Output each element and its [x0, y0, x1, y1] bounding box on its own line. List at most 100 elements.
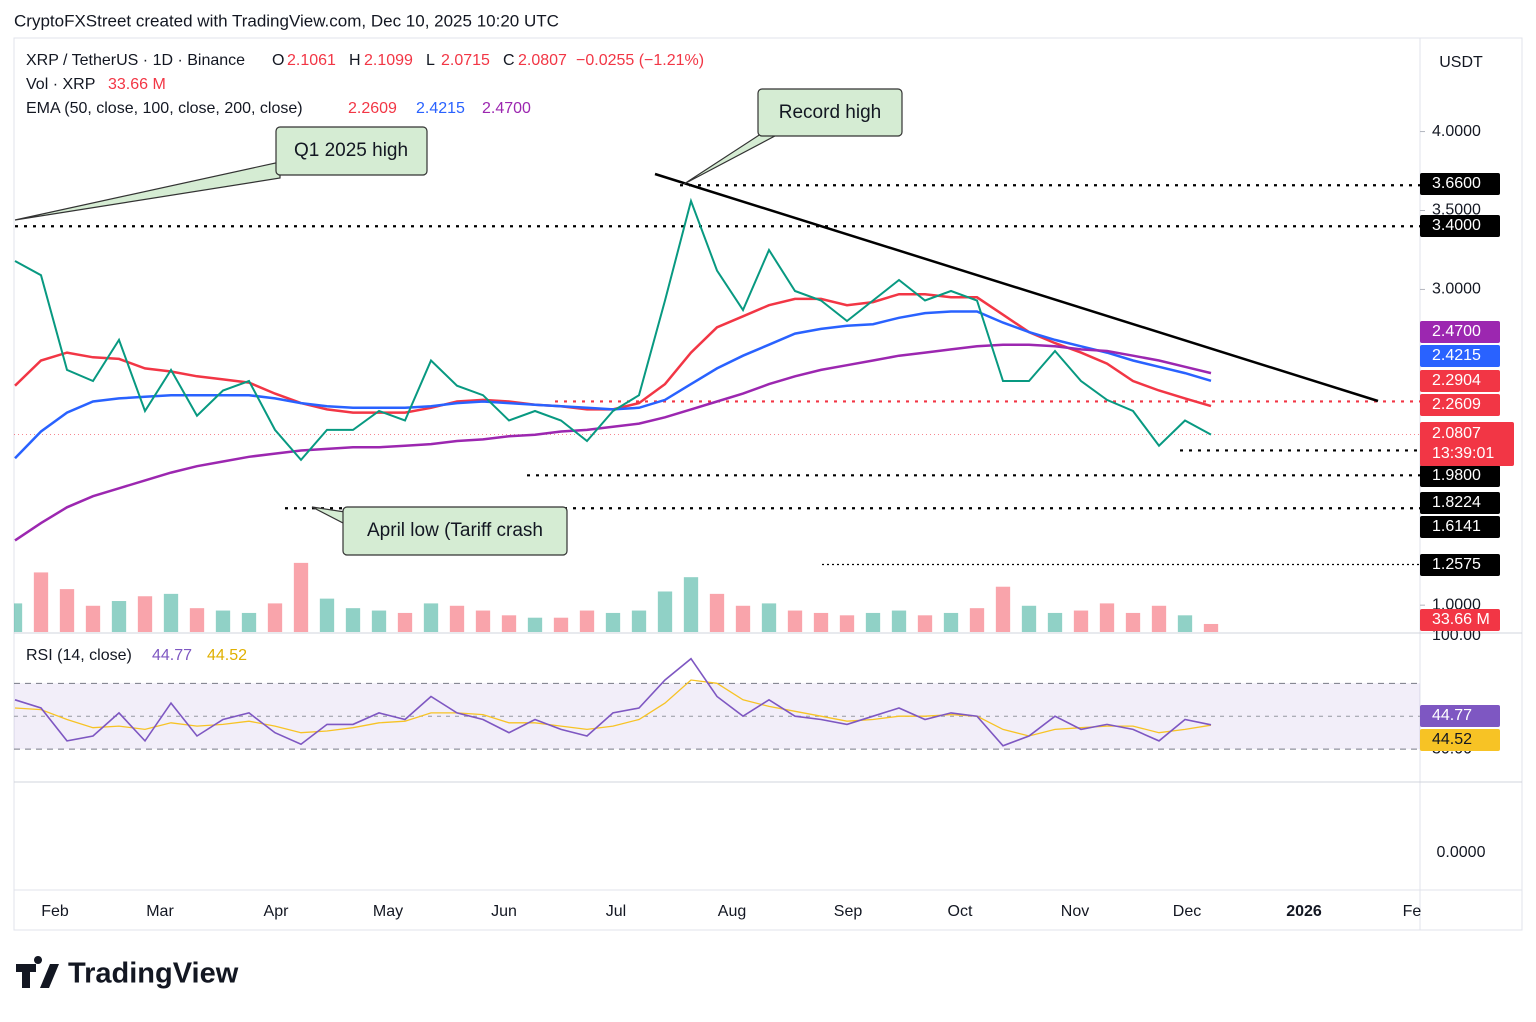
callout-record-high: Record high	[683, 88, 903, 185]
rsi-ma-badge: 44.52	[1432, 731, 1472, 748]
brand-logo: TradingView	[16, 956, 239, 990]
volume-bar	[1099, 603, 1115, 632]
credit: CryptoFXStreet created with TradingView.…	[14, 11, 559, 30]
brand: TradingView	[68, 958, 239, 990]
volume-bar	[553, 617, 569, 632]
frame	[13, 37, 1523, 931]
volume-bar	[839, 615, 855, 632]
ohlc-key: L	[426, 52, 435, 69]
volume-bar	[111, 601, 127, 632]
ema-badge-bg	[1420, 394, 1500, 416]
change: −0.0255 (−1.21%)	[576, 52, 704, 69]
level-badge: 1.8224	[1432, 494, 1481, 511]
price-line	[14, 197, 1212, 462]
ohlc-value: 2.1061	[287, 52, 336, 69]
volume-bar	[267, 603, 283, 632]
ema-value: 2.2609	[348, 100, 397, 117]
volume-bar	[1177, 615, 1193, 632]
volume-bar	[1021, 605, 1037, 632]
rsi-title: RSI (14, close)	[26, 647, 132, 664]
volume-bar	[189, 608, 205, 632]
countdown: 13:39:01	[1432, 445, 1494, 462]
volume-bar	[891, 610, 907, 632]
currency: USDT	[1439, 54, 1483, 71]
price-badge-bg	[1420, 422, 1514, 466]
x-tick-label: Dec	[1173, 903, 1201, 920]
price-badge: 2.0807	[1432, 425, 1481, 442]
plot-area	[14, 184, 1420, 750]
volume-bar	[969, 608, 985, 632]
rsi-badge: 44.77	[1432, 707, 1472, 724]
level-badge: 2.2904	[1432, 372, 1481, 389]
volume-bar	[1047, 612, 1063, 632]
level-badge: 3.4000	[1432, 217, 1481, 234]
volume-title: Vol · XRP	[26, 76, 95, 93]
volume-bar	[293, 562, 309, 632]
volume-bar	[423, 603, 439, 632]
volume-bar	[163, 593, 179, 632]
ema-title: EMA (50, close, 100, close, 200, close)	[26, 100, 303, 117]
ema-badge-bg	[1420, 345, 1500, 367]
volume-bar	[1151, 605, 1167, 632]
ema-line	[14, 343, 1212, 542]
volume-bar	[137, 596, 153, 632]
volume-bar	[527, 617, 543, 632]
volume-bar	[59, 589, 75, 632]
volume-bar	[579, 610, 595, 632]
callout-box	[342, 506, 568, 556]
x-tick-label: May	[373, 903, 403, 920]
rsi-value: 44.77	[152, 647, 192, 664]
volume-bar	[215, 610, 231, 632]
level-badge-bg	[1420, 370, 1500, 392]
x-tick-label: Apr	[264, 903, 290, 920]
volume-bar	[475, 610, 491, 632]
volume-bar	[501, 615, 517, 632]
callout-text: Q1 2025 high	[294, 140, 408, 161]
x-tick-label: Oct	[948, 903, 973, 920]
volume-bar	[943, 612, 959, 632]
y-tick-label: 3.5000	[1432, 202, 1481, 219]
callout-box	[757, 88, 903, 137]
volume-bar	[709, 593, 725, 632]
volume-bar	[631, 610, 647, 632]
x-tick-label: Fe	[1403, 903, 1422, 920]
level-badge-bg	[1420, 173, 1500, 195]
level-badge: 1.9800	[1432, 467, 1481, 484]
volume-bar	[657, 591, 673, 632]
empty-pane-label: 0.0000	[1437, 844, 1486, 861]
ohlc-key: C	[503, 52, 515, 69]
trend-line	[654, 172, 1379, 403]
x-tick-label: Jul	[606, 903, 626, 920]
x-tick-label: Sep	[834, 903, 863, 920]
volume-bar	[33, 572, 49, 632]
ohlc-value: 2.1099	[364, 52, 413, 69]
level-badge-bg	[1420, 554, 1500, 576]
volume-bar	[735, 605, 751, 632]
volume-bar	[1073, 610, 1089, 632]
level-badge: 1.6141	[1432, 518, 1481, 535]
callout-box	[275, 126, 428, 176]
ema-value: 2.4700	[482, 100, 531, 117]
volume-bar	[371, 610, 387, 632]
volume-bar	[345, 608, 361, 632]
ema-line	[14, 310, 1212, 460]
callout-text: Record high	[779, 102, 881, 123]
volume-bar	[761, 603, 777, 632]
volume-bar	[1203, 623, 1219, 632]
volume-bar	[14, 603, 23, 632]
volume-bar	[319, 598, 335, 632]
ema-badge: 2.4215	[1432, 347, 1481, 364]
rsi-ma-value: 44.52	[207, 647, 247, 664]
rsi-line	[14, 657, 1212, 747]
level-badge-bg	[1420, 215, 1500, 237]
volume-badge-bg	[1420, 609, 1500, 631]
x-tick-label: Feb	[41, 903, 69, 920]
x-tick-label: 2026	[1286, 903, 1322, 920]
volume-bar	[683, 577, 699, 632]
volume-bar	[813, 612, 829, 632]
level-badge-bg	[1420, 492, 1500, 514]
rsi-ma-badge-bg	[1420, 729, 1500, 751]
ohlc-key: O	[272, 52, 284, 69]
